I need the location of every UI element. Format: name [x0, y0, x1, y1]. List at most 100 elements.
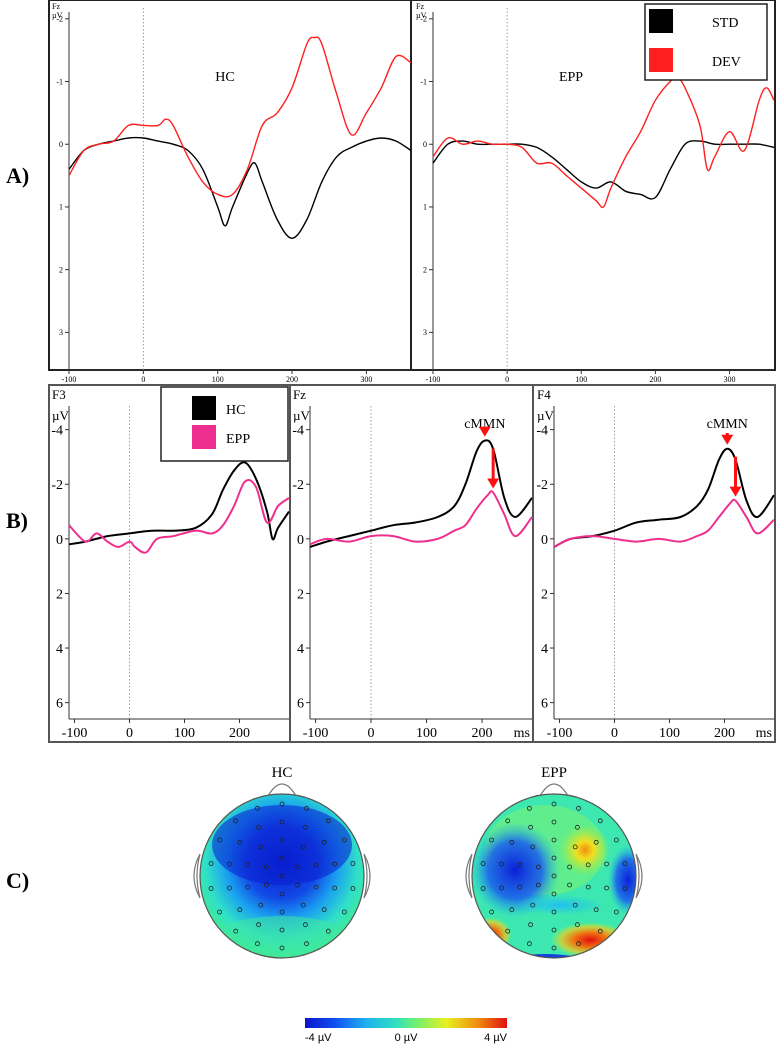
channel-label: Fz [416, 2, 424, 11]
electrode-marker [313, 862, 319, 868]
electrode-marker [302, 922, 308, 928]
colorbar-label-max: 4 µV [484, 1032, 508, 1044]
legend-swatch-dev [649, 48, 673, 72]
electrode-marker [551, 855, 557, 861]
electrode-marker [489, 909, 495, 915]
electrode-marker [536, 882, 541, 888]
cmmn-arrowhead-epp [729, 486, 742, 497]
channel-label: F4 [537, 387, 551, 402]
electrode-marker [279, 945, 285, 951]
chart-title: EPP [559, 70, 583, 85]
electrode-marker [256, 824, 262, 830]
x-tick-label: 200 [286, 375, 298, 384]
electrode-marker [576, 941, 581, 947]
unit-label: µV [52, 408, 69, 423]
electrode-marker [350, 861, 356, 866]
y-tick-label: 2 [423, 265, 427, 274]
electrode-marker [295, 864, 301, 870]
topomap-hc-title: HC [272, 765, 293, 781]
x-unit-label: ms [756, 726, 772, 741]
y-tick-label: 2 [56, 587, 63, 602]
legend-a: STD DEV [644, 3, 768, 81]
electrode-marker [604, 861, 609, 867]
electrode-marker [263, 864, 269, 870]
topomap-epp-electrodes [480, 801, 628, 951]
x-tick-label: -100 [426, 375, 441, 384]
electrode-marker [551, 801, 557, 807]
legend-b-box [160, 386, 289, 462]
electrode-marker [509, 839, 515, 845]
y-tick-label: 4 [297, 642, 304, 657]
electrode-marker [551, 819, 557, 825]
section-label-b: B) [6, 508, 28, 533]
y-tick-label: 1 [423, 203, 427, 212]
colorbar: -4 µV 0 µV 4 µV [305, 1018, 508, 1044]
y-tick-label: -2 [536, 478, 548, 493]
series-line-hc [553, 447, 775, 548]
electrode-marker [575, 824, 580, 830]
electrode-marker [551, 891, 557, 897]
electrode-marker [321, 907, 327, 913]
x-tick-label: 100 [212, 375, 224, 384]
electrode-marker [480, 886, 486, 891]
unit-label: µV [293, 408, 310, 423]
electrode-marker [254, 805, 260, 811]
electrode-marker [527, 941, 532, 947]
section-label-a: A) [6, 163, 29, 188]
cmmn-label: cMMN [707, 417, 748, 432]
electrode-marker [208, 861, 214, 866]
cmmn-arrowhead-hc [478, 426, 491, 437]
electrode-marker [237, 839, 243, 845]
topomap-hc: HC [193, 765, 371, 959]
electrode-marker [593, 907, 599, 913]
electrode-marker [279, 927, 285, 933]
x-tick-label: -100 [547, 726, 573, 741]
panel-a-left-frame [48, 0, 412, 371]
legend-label-std: STD [712, 16, 738, 31]
electrode-marker [498, 861, 504, 867]
electrode-marker [536, 864, 541, 870]
electrode-marker [258, 902, 264, 908]
electrode-marker [304, 941, 310, 947]
y-tick-label: 2 [59, 265, 63, 274]
y-tick-label: -1 [420, 77, 427, 86]
electrode-marker [350, 886, 356, 891]
electrode-marker [321, 839, 327, 845]
electrode-marker [341, 909, 347, 915]
electrode-marker [304, 805, 310, 811]
electrode-marker [226, 861, 232, 867]
electrode-marker [505, 928, 511, 934]
topomap-hc-nose [267, 783, 297, 797]
y-tick-label: 1 [59, 203, 63, 212]
chart-title: HC [215, 70, 234, 85]
electrode-marker [528, 922, 533, 928]
electrode-marker [233, 928, 239, 934]
electrode-marker [528, 824, 533, 830]
electrode-marker [279, 891, 285, 897]
chart-b-fz: -4 -2 0 2 4 6 -100 0 100 200 ms Fz µV cMMN [292, 387, 533, 741]
topomap-epp-nose [539, 783, 569, 797]
electrode-marker [509, 907, 515, 913]
electrode-marker [480, 861, 486, 866]
legend-swatch-hc [192, 396, 216, 420]
cmmn-label: cMMN [464, 417, 505, 432]
y-tick-label: 0 [297, 533, 304, 548]
electrode-marker [300, 844, 306, 850]
legend-b: HC EPP [160, 386, 289, 462]
x-tick-label: 100 [174, 726, 195, 741]
electrode-marker [614, 909, 619, 915]
section-label-c: C) [6, 868, 29, 893]
legend-label-dev: DEV [712, 55, 741, 70]
electrode-marker [622, 886, 628, 891]
topomap-hc-left-ear [193, 853, 201, 899]
x-tick-label: -100 [62, 726, 88, 741]
electrode-marker [302, 824, 308, 830]
topomap-epp-left-posterior-positivity [472, 917, 512, 953]
electrode-marker [585, 862, 591, 868]
electrode-marker [551, 873, 557, 879]
y-tick-label: 3 [59, 328, 63, 337]
electrode-marker [279, 819, 285, 825]
unit-label: µV [416, 11, 427, 20]
electrode-marker [530, 844, 536, 850]
x-tick-label: 300 [360, 375, 372, 384]
